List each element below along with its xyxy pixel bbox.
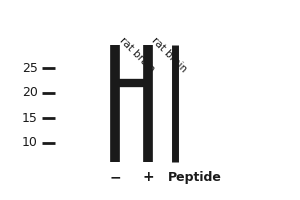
Text: rat brain: rat brain [150,35,189,74]
Text: 20: 20 [22,86,38,99]
Text: 15: 15 [22,112,38,124]
Text: −: − [109,170,121,184]
Text: 25: 25 [22,62,38,74]
Text: Peptide: Peptide [168,170,222,184]
Text: rat brain: rat brain [118,35,157,74]
Text: 10: 10 [22,136,38,150]
Text: +: + [142,170,154,184]
